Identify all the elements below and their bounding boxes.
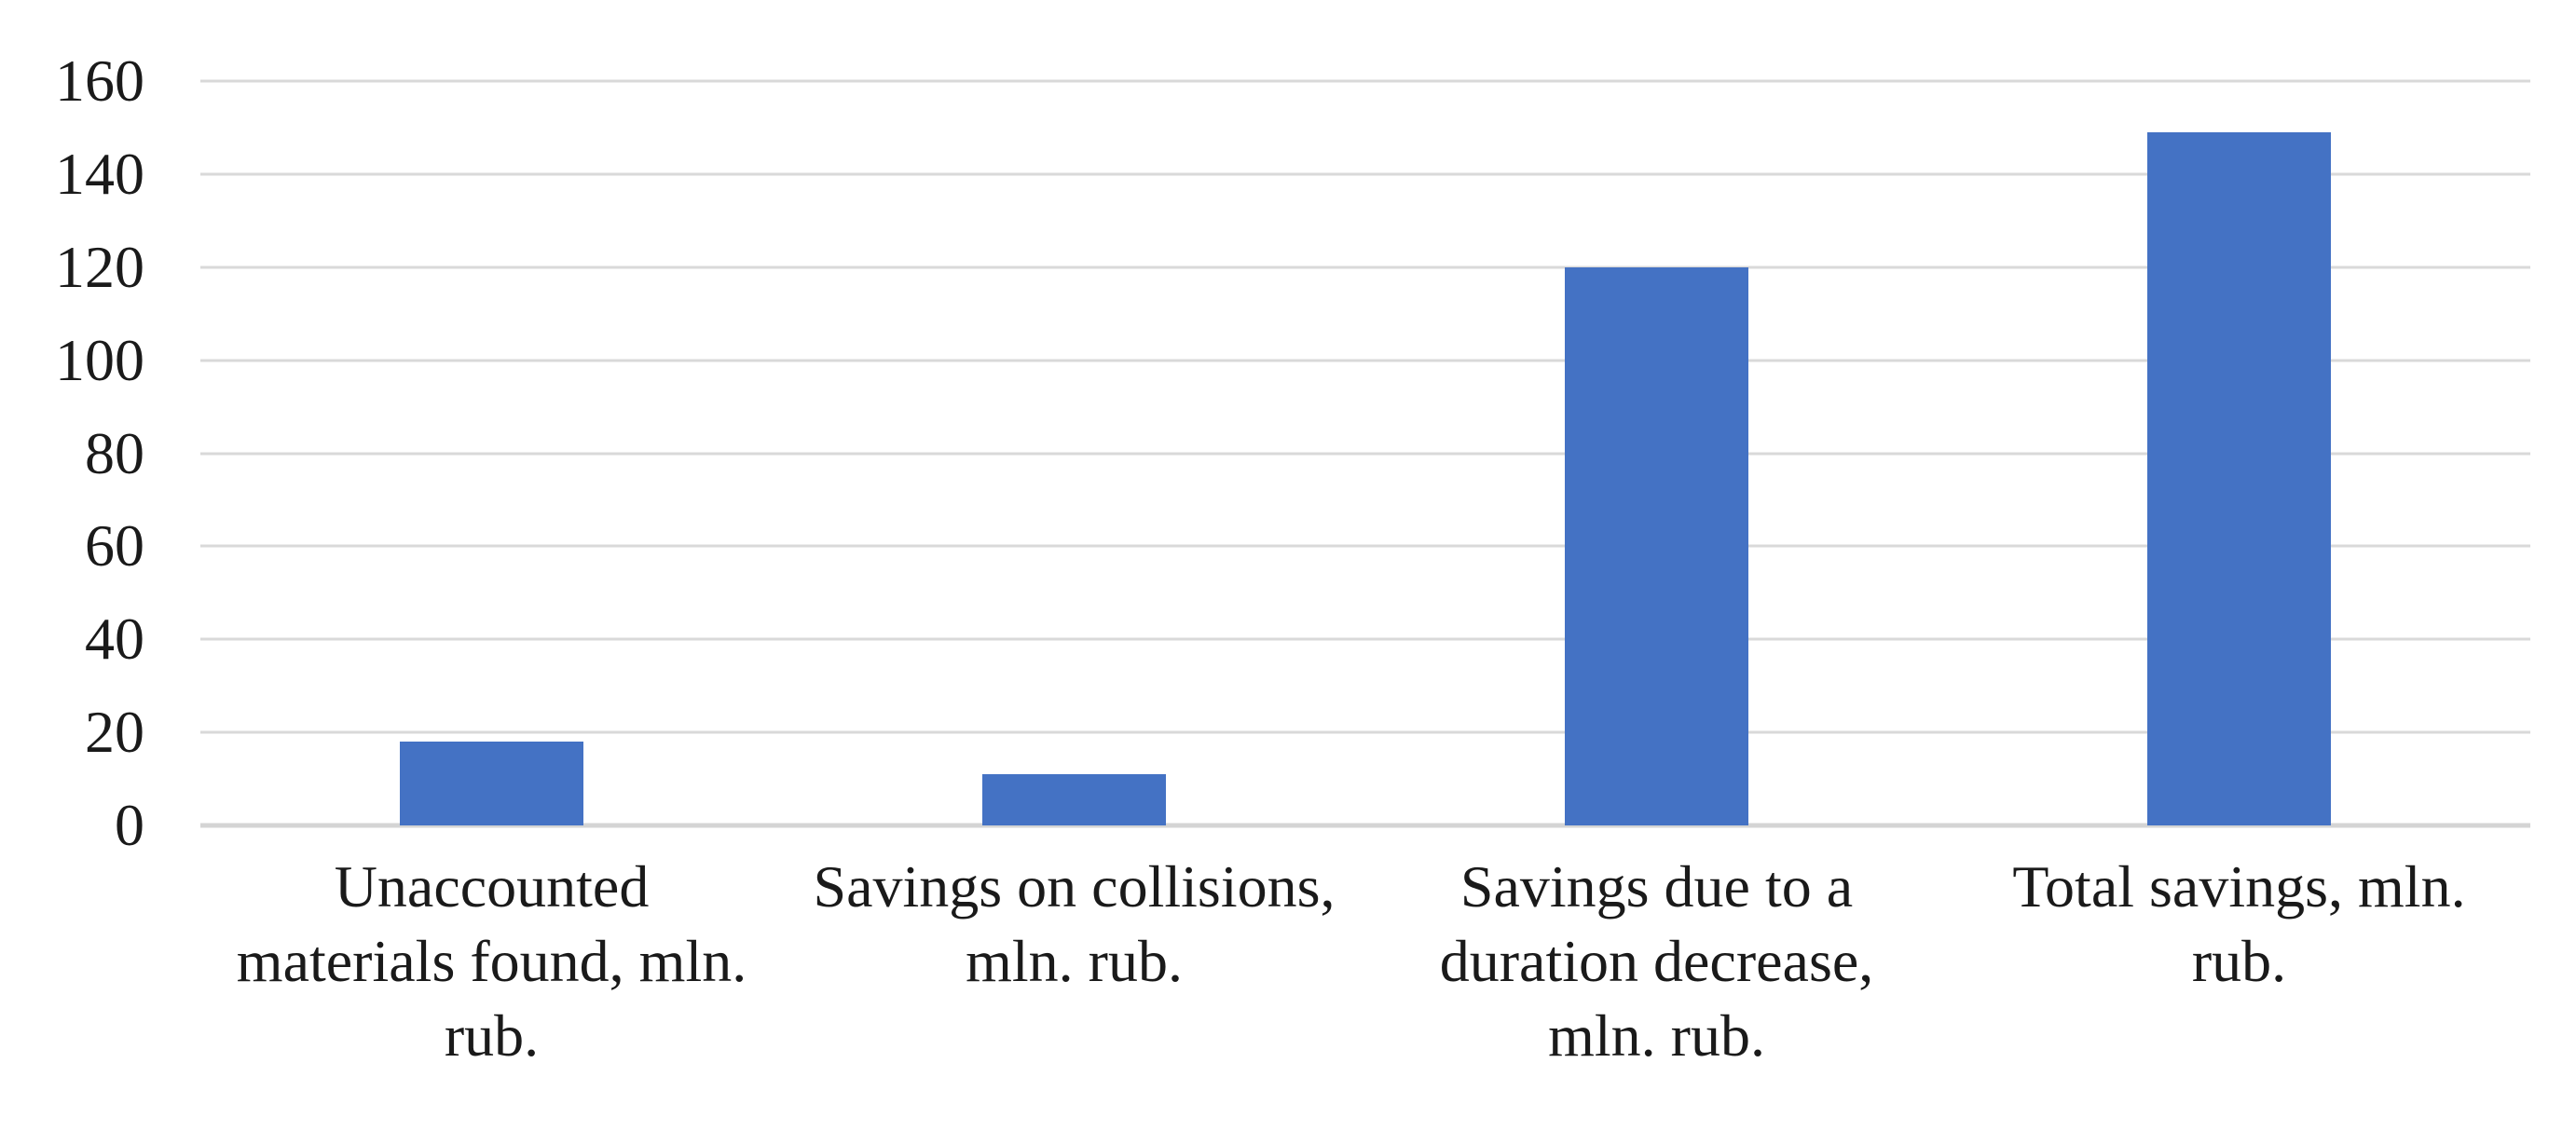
gridline [200, 730, 2530, 734]
y-axis-tick-label: 60 [85, 512, 144, 579]
bar [982, 774, 1166, 825]
x-axis-baseline [200, 823, 2530, 828]
x-axis-category-label: Total savings, mln. rub. [2012, 853, 2466, 994]
bars-row [200, 81, 2530, 825]
bar [400, 742, 583, 825]
gridline [200, 452, 2530, 455]
x-axis-category-label: Savings on collisions, mln. rub. [813, 853, 1336, 994]
y-axis-tick-label: 0 [115, 792, 144, 858]
gridline [200, 544, 2530, 548]
plot-area [200, 79, 2530, 828]
gridline [200, 266, 2530, 269]
category-slot [200, 81, 783, 825]
x-axis-category-label: Unaccounted materials found, mln. rub. [236, 853, 747, 1069]
bar [1565, 266, 1748, 825]
gridline [200, 172, 2530, 176]
category-slot [783, 81, 1365, 825]
category-slot [1365, 81, 1948, 825]
bar [2147, 131, 2331, 825]
x-axis: Unaccounted materials found, mln. rub. Sa… [200, 850, 2530, 1073]
y-axis-tick-label: 40 [85, 606, 144, 673]
y-axis: 0 20 40 60 80 100 120 140 160 [0, 51, 144, 855]
gridline [200, 637, 2530, 641]
y-axis-tick-label: 100 [55, 326, 144, 393]
y-axis-tick-label: 80 [85, 419, 144, 486]
x-axis-category-label: Savings due to a duration decrease, mln.… [1439, 853, 1874, 1069]
category-slot [1948, 81, 2530, 825]
y-axis-tick-label: 140 [55, 140, 144, 207]
y-axis-tick-label: 120 [55, 233, 144, 300]
y-axis-tick-label: 160 [55, 48, 144, 114]
gridline [200, 79, 2530, 83]
y-axis-tick-label: 20 [85, 699, 144, 766]
gridline [200, 359, 2530, 362]
